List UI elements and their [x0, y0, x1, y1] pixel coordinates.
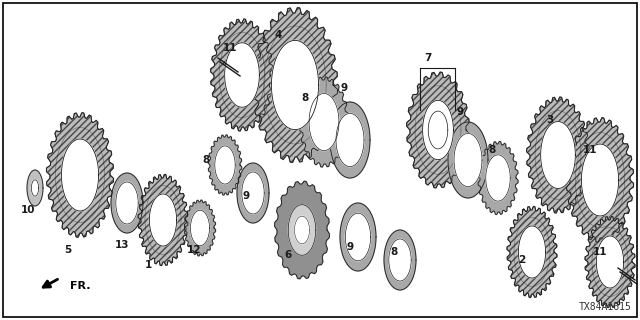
Polygon shape: [237, 163, 269, 223]
Text: 7: 7: [424, 53, 432, 63]
Polygon shape: [288, 205, 316, 255]
Polygon shape: [507, 206, 557, 298]
Polygon shape: [454, 133, 482, 187]
Polygon shape: [346, 213, 371, 261]
Polygon shape: [596, 236, 623, 288]
Polygon shape: [31, 180, 38, 196]
Polygon shape: [566, 118, 634, 242]
Text: 11: 11: [583, 145, 597, 155]
Polygon shape: [253, 8, 337, 162]
Polygon shape: [138, 174, 188, 266]
Text: 4: 4: [275, 30, 282, 40]
Polygon shape: [507, 206, 557, 298]
Polygon shape: [330, 102, 370, 178]
Polygon shape: [389, 239, 412, 281]
Polygon shape: [406, 72, 469, 188]
Text: 10: 10: [20, 205, 35, 215]
Polygon shape: [47, 113, 113, 237]
Text: 9: 9: [456, 107, 463, 117]
Text: 6: 6: [284, 250, 292, 260]
Polygon shape: [253, 8, 337, 162]
Text: 11: 11: [593, 247, 607, 257]
Polygon shape: [27, 170, 43, 206]
Polygon shape: [208, 135, 242, 195]
Polygon shape: [422, 100, 453, 160]
Polygon shape: [149, 194, 177, 246]
Polygon shape: [111, 173, 143, 233]
Polygon shape: [47, 113, 113, 237]
Polygon shape: [384, 230, 416, 290]
Polygon shape: [211, 19, 273, 131]
Text: 1: 1: [145, 260, 152, 270]
Polygon shape: [225, 43, 259, 107]
Polygon shape: [406, 72, 469, 188]
Text: 8: 8: [202, 155, 210, 165]
Polygon shape: [47, 113, 113, 237]
Text: 8: 8: [301, 93, 308, 103]
Polygon shape: [527, 97, 589, 213]
Text: 2: 2: [518, 255, 525, 265]
Polygon shape: [566, 118, 634, 242]
Polygon shape: [527, 97, 589, 213]
Polygon shape: [527, 97, 589, 213]
Polygon shape: [566, 118, 634, 242]
Polygon shape: [448, 122, 488, 198]
Polygon shape: [271, 40, 319, 130]
Text: 9: 9: [340, 83, 348, 93]
Text: 12: 12: [187, 245, 201, 255]
Text: 5: 5: [65, 245, 72, 255]
Polygon shape: [191, 210, 209, 246]
Polygon shape: [253, 8, 337, 162]
Polygon shape: [585, 216, 635, 308]
Polygon shape: [309, 93, 339, 150]
Polygon shape: [585, 216, 635, 308]
Text: 11: 11: [223, 43, 237, 53]
Polygon shape: [294, 216, 310, 244]
Polygon shape: [406, 72, 469, 188]
Text: FR.: FR.: [70, 281, 90, 291]
Polygon shape: [518, 226, 546, 278]
Polygon shape: [184, 200, 216, 256]
Polygon shape: [300, 77, 349, 167]
Polygon shape: [116, 182, 138, 224]
Polygon shape: [61, 139, 99, 211]
Polygon shape: [215, 146, 236, 184]
Polygon shape: [211, 19, 273, 131]
Polygon shape: [486, 155, 510, 201]
Polygon shape: [585, 216, 635, 308]
Polygon shape: [242, 172, 264, 214]
Text: 8: 8: [390, 247, 397, 257]
Text: 9: 9: [243, 191, 250, 201]
Polygon shape: [138, 174, 188, 266]
Polygon shape: [541, 122, 575, 188]
Text: 8: 8: [488, 145, 495, 155]
Polygon shape: [428, 111, 448, 149]
Polygon shape: [478, 141, 518, 214]
Text: 3: 3: [547, 115, 554, 125]
Text: 9: 9: [346, 242, 353, 252]
Polygon shape: [581, 144, 619, 216]
Polygon shape: [507, 206, 557, 298]
Polygon shape: [336, 113, 364, 167]
Polygon shape: [340, 203, 376, 271]
Text: TX84A1615: TX84A1615: [579, 302, 632, 312]
Polygon shape: [138, 174, 188, 266]
Polygon shape: [211, 19, 273, 131]
Polygon shape: [275, 181, 330, 279]
Text: 13: 13: [115, 240, 129, 250]
